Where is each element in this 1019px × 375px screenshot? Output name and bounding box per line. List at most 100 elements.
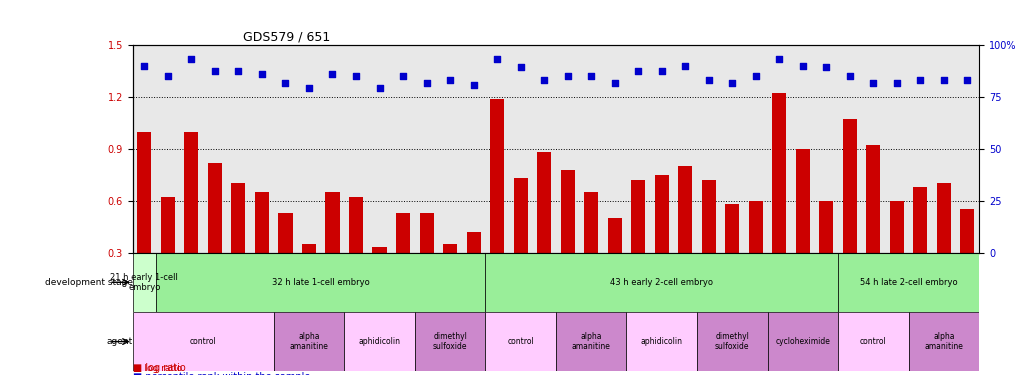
FancyBboxPatch shape xyxy=(132,312,273,371)
Text: control: control xyxy=(859,337,886,346)
Point xyxy=(700,76,716,82)
Bar xyxy=(771,93,786,304)
Text: dimethyl
sulfoxide: dimethyl sulfoxide xyxy=(432,332,467,351)
Text: control: control xyxy=(190,337,216,346)
FancyBboxPatch shape xyxy=(696,312,766,371)
Point xyxy=(465,82,481,88)
Bar xyxy=(678,166,692,304)
Point xyxy=(301,85,317,91)
Bar xyxy=(889,201,903,304)
Point xyxy=(488,56,504,62)
Point xyxy=(230,68,247,74)
Bar xyxy=(372,248,386,304)
Point xyxy=(888,80,904,86)
Point xyxy=(535,76,551,82)
Bar xyxy=(419,213,433,304)
Point xyxy=(677,63,693,69)
Bar xyxy=(255,192,269,304)
Point xyxy=(418,80,434,86)
Bar xyxy=(466,232,480,304)
Point xyxy=(747,73,763,79)
Bar xyxy=(935,183,950,304)
Point xyxy=(441,76,458,82)
Bar xyxy=(138,132,151,304)
Text: cycloheximide: cycloheximide xyxy=(774,337,829,346)
Bar xyxy=(912,187,926,304)
Text: control: control xyxy=(506,337,534,346)
Bar xyxy=(631,180,645,304)
Bar xyxy=(701,180,715,304)
Bar xyxy=(865,146,879,304)
Text: 32 h late 1-cell embryo: 32 h late 1-cell embryo xyxy=(272,278,369,287)
Point xyxy=(512,64,528,70)
Bar xyxy=(842,119,856,304)
Text: aphidicolin: aphidicolin xyxy=(640,337,682,346)
Bar xyxy=(537,152,550,304)
Text: dimethyl
sulfoxide: dimethyl sulfoxide xyxy=(714,332,749,351)
Point xyxy=(371,85,387,91)
Bar xyxy=(442,244,457,304)
Bar xyxy=(795,149,809,304)
Point xyxy=(653,68,669,74)
Text: alpha
amanitine: alpha amanitine xyxy=(572,332,610,351)
Text: ■ percentile rank within the sample: ■ percentile rank within the sample xyxy=(132,372,310,375)
Text: aphidicolin: aphidicolin xyxy=(358,337,400,346)
Text: 21 h early 1-cell
embryo: 21 h early 1-cell embryo xyxy=(110,273,178,292)
Point xyxy=(630,68,646,74)
Point xyxy=(606,80,623,86)
FancyBboxPatch shape xyxy=(485,312,555,371)
Bar xyxy=(302,244,316,304)
Text: alpha
amanitine: alpha amanitine xyxy=(923,332,962,351)
Bar xyxy=(654,175,668,304)
Point xyxy=(958,76,974,82)
Point xyxy=(160,73,176,79)
Text: 54 h late 2-cell embryo: 54 h late 2-cell embryo xyxy=(859,278,957,287)
Point xyxy=(934,76,951,82)
FancyBboxPatch shape xyxy=(132,253,156,312)
Text: alpha
amanitine: alpha amanitine xyxy=(289,332,328,351)
Bar xyxy=(818,201,833,304)
Bar xyxy=(395,213,410,304)
Point xyxy=(817,64,834,70)
Point xyxy=(864,80,880,86)
Bar xyxy=(278,213,292,304)
Text: agent: agent xyxy=(106,337,132,346)
FancyBboxPatch shape xyxy=(626,312,696,371)
Bar xyxy=(208,163,222,304)
Bar xyxy=(348,197,363,304)
Bar xyxy=(161,197,175,304)
Point xyxy=(770,56,787,62)
Bar xyxy=(325,192,339,304)
Point xyxy=(394,73,411,79)
FancyBboxPatch shape xyxy=(766,312,838,371)
Text: ■ log ratio: ■ log ratio xyxy=(132,363,185,373)
FancyBboxPatch shape xyxy=(156,253,485,312)
Point xyxy=(911,76,927,82)
Text: GDS579 / 651: GDS579 / 651 xyxy=(243,31,329,44)
Text: 43 h early 2-cell embryo: 43 h early 2-cell embryo xyxy=(609,278,712,287)
Text: ■ log ratio: ■ log ratio xyxy=(132,364,181,373)
Bar xyxy=(231,183,246,304)
Point xyxy=(347,73,364,79)
Bar xyxy=(725,204,739,304)
FancyBboxPatch shape xyxy=(415,312,485,371)
Bar xyxy=(513,178,527,304)
FancyBboxPatch shape xyxy=(555,312,626,371)
Point xyxy=(137,63,153,69)
FancyBboxPatch shape xyxy=(485,253,838,312)
Bar xyxy=(184,132,199,304)
Point xyxy=(254,71,270,77)
Point xyxy=(723,80,740,86)
Point xyxy=(841,73,857,79)
Bar xyxy=(607,218,622,304)
Point xyxy=(183,56,200,62)
Bar xyxy=(748,201,762,304)
FancyBboxPatch shape xyxy=(838,253,978,312)
Point xyxy=(794,63,810,69)
Point xyxy=(583,73,599,79)
Point xyxy=(207,68,223,74)
Point xyxy=(324,71,340,77)
Bar xyxy=(489,99,503,304)
Bar xyxy=(560,170,574,304)
Bar xyxy=(584,192,597,304)
